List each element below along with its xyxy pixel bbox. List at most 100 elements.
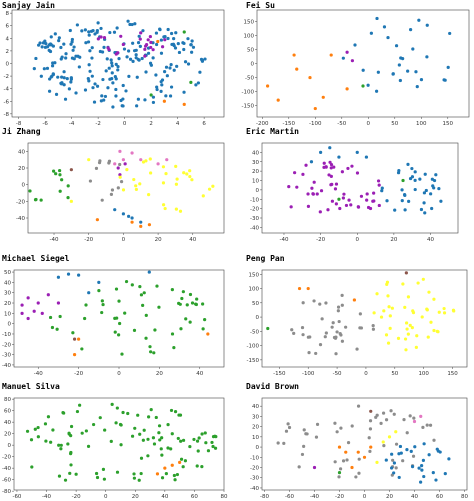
scatter-point-blue (375, 89, 379, 93)
scatter-point-purple (293, 171, 297, 175)
scatter-point-blue (415, 85, 419, 89)
scatter-point-blue (203, 57, 207, 61)
scatter-point-green (59, 447, 63, 451)
scatter-point-yellow (420, 315, 424, 319)
scatter-point-blue (155, 85, 159, 89)
y-tick-label: 100 (244, 33, 255, 39)
chart-panel-david-brown: David Brown -80 -60 -40 -20 0 20 40 60 80 -40 -30 -… (246, 381, 468, 500)
scatter-point-blue (78, 55, 82, 59)
scatter-point-gray (276, 441, 280, 445)
scatter-point-blue (105, 57, 109, 61)
y-tick-label: -6 (4, 99, 10, 105)
scatter-point-blue (116, 65, 120, 69)
y-tick-label: 30 (252, 414, 259, 420)
scatter-point-blue (135, 104, 139, 108)
scatter-point-blue (198, 70, 202, 74)
scatter-point-yellow (442, 306, 446, 311)
panel-title: Manuel Silva (2, 381, 60, 391)
scatter-point-blue (39, 74, 43, 78)
scatter-point-blue (77, 273, 81, 277)
x-tick-label: 80 (461, 494, 468, 500)
y-tick-label: 100 (249, 287, 260, 293)
scatter-point-green (36, 425, 40, 430)
scatter-point-blue (114, 77, 118, 81)
scatter-point-blue (136, 97, 140, 101)
scatter-point-green (92, 422, 96, 427)
scatter-point-blue (121, 83, 125, 88)
panel-title: Sanjay Jain (2, 0, 55, 10)
y-tick-label: -10 (250, 197, 259, 203)
scatter-point-green (201, 302, 205, 306)
scatter-point-green (146, 454, 150, 458)
y-tick-label: 10 (4, 311, 11, 317)
scatter-point-purple (26, 316, 30, 321)
scatter-point-blue (40, 45, 44, 49)
scatter-point-green (67, 432, 71, 436)
scatter-point-blue (169, 85, 174, 89)
scatter-point-blue (60, 75, 64, 79)
scatter-point-blue (88, 49, 92, 53)
chart-panel-eric-martin: Eric Martin -40 -20 0 20 40 -40 -30 -20 -10 0 10 20… (246, 126, 459, 243)
scatter-point-blue (437, 187, 441, 191)
scatter-point-pink (121, 158, 125, 162)
scatter-point-blue (128, 57, 133, 61)
scatter-point-green (195, 464, 199, 468)
scatter-point-blue (159, 89, 163, 94)
x-tick-label: -20 (84, 237, 93, 243)
scatter-point-orange (276, 98, 280, 102)
scatter-point-blue (389, 466, 394, 470)
scatter-point-gray (314, 351, 318, 356)
scatter-point-green (119, 443, 123, 447)
scatter-point-gray (392, 412, 396, 416)
scatter-point-blue (86, 40, 91, 44)
scatter-point-purple (163, 38, 167, 42)
scatter-point-purple (26, 296, 30, 300)
scatter-point-orange (156, 39, 160, 44)
scatter-point-blue (390, 452, 394, 456)
scatter-point-green (136, 413, 140, 417)
scatter-point-blue (405, 447, 409, 452)
scatter-point-gray (315, 422, 320, 426)
scatter-point-green (266, 326, 270, 331)
scatter-point-green (204, 441, 208, 445)
scatter-point-yellow (121, 188, 126, 192)
scatter-point-purple (148, 34, 152, 39)
scatter-point-blue (435, 447, 439, 451)
scatter-point-purple (347, 198, 351, 202)
scatter-point-yellow (182, 171, 186, 175)
x-tick-label: 0 (123, 121, 127, 127)
scatter-point-gray (381, 411, 386, 415)
scatter-point-green (66, 442, 70, 446)
scatter-point-blue (423, 211, 427, 215)
scatter-point-yellow (161, 203, 166, 207)
scatter-point-blue (141, 29, 145, 33)
scatter-point-blue (127, 74, 131, 78)
scatter-point-purple (312, 465, 317, 470)
scatter-point-purple (372, 191, 376, 195)
scatter-point-gray (100, 198, 104, 202)
scatter-point-purple (318, 210, 322, 214)
scatter-point-green (80, 431, 84, 435)
scatter-point-yellow (147, 193, 151, 197)
scatter-point-blue (84, 41, 88, 45)
scatter-point-green (173, 410, 178, 414)
scatter-point-green (49, 440, 53, 444)
scatter-point-green (144, 313, 148, 317)
scatter-point-green (50, 325, 55, 330)
scatter-point-blue (398, 78, 402, 83)
scatter-point-yellow (188, 169, 192, 173)
scatter-point-yellow (174, 207, 178, 211)
scatter-point-gray (334, 352, 338, 356)
scatter-point-orange (344, 450, 348, 454)
scatter-point-blue (131, 59, 135, 64)
scatter-point-purple (96, 37, 100, 41)
scatter-point-blue (382, 25, 387, 29)
scatter-point-blue (399, 56, 403, 60)
scatter-point-blue (403, 193, 407, 198)
scatter-point-yellow (403, 305, 407, 309)
scatter-point-orange (356, 450, 360, 454)
scatter-point-yellow (425, 307, 429, 311)
scatter-point-blue (50, 64, 55, 68)
x-tick-label: 40 (411, 494, 418, 500)
scatter-point-purple (322, 161, 326, 165)
